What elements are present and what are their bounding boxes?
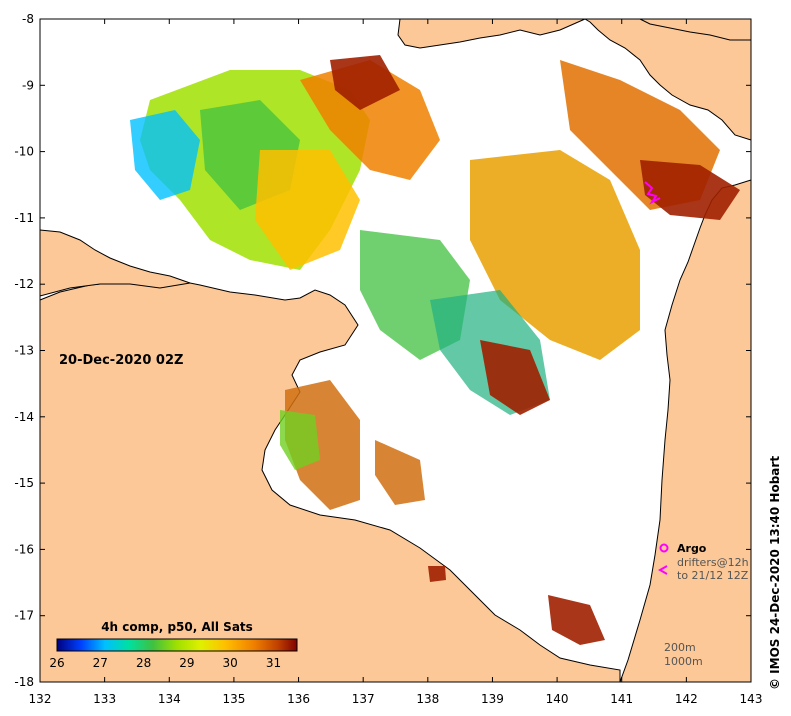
- argo-marker-icon: [659, 543, 669, 553]
- land-north-coast: [39, 229, 191, 297]
- sst-patch-small-south: [428, 566, 446, 582]
- y-tick-label: -15: [14, 476, 34, 490]
- y-tick-label: -14: [14, 410, 34, 424]
- colorbar-title: 4h comp, p50, All Sats: [101, 620, 253, 634]
- y-tick-label: -16: [14, 542, 34, 556]
- legend-drifters-line2: to 21/12 12Z: [677, 569, 749, 582]
- colorbar-gradient: [56, 638, 298, 652]
- y-tick-label: -13: [14, 344, 34, 358]
- sst-patch-central-yellow: [255, 150, 360, 270]
- sst-patch-north-hot: [330, 55, 400, 110]
- x-tick-label: 133: [93, 692, 116, 706]
- drifter-arrow-icon: [657, 565, 668, 575]
- x-tick-label: 142: [675, 692, 698, 706]
- legend-isobath-1000: 1000m: [664, 655, 703, 668]
- drifter-track: [644, 181, 661, 205]
- x-tick-label: 141: [610, 692, 633, 706]
- x-axis-ticks: 132 133 134 135 136 137 138 139 140 141 142 143: [29, 19, 763, 706]
- legend-isobath-200: 200m: [664, 641, 696, 654]
- colorbar-tick-label: 30: [223, 656, 238, 670]
- colorbar-tick-label: 29: [179, 656, 194, 670]
- legend: Argo drifters@12h to 21/12 12Z 200m 1000…: [657, 542, 749, 668]
- credit-label: © IMOS 24-Dec-2020 13:40 Hobart: [768, 456, 782, 690]
- y-tick-label: -9: [22, 78, 34, 92]
- legend-argo: Argo: [677, 542, 707, 555]
- colorbar-tick-label: 27: [93, 656, 108, 670]
- y-tick-label: -18: [14, 675, 34, 689]
- y-tick-label: -11: [14, 211, 34, 225]
- x-tick-label: 140: [546, 692, 569, 706]
- colorbar-tick-label: 28: [136, 656, 151, 670]
- sst-data-layer: [130, 55, 740, 645]
- y-tick-label: -8: [22, 12, 34, 26]
- x-tick-label: 134: [158, 692, 181, 706]
- date-label: 20-Dec-2020 02Z: [59, 353, 183, 368]
- colorbar-tick-label: 26: [49, 656, 64, 670]
- sst-patch-sw: [375, 440, 425, 505]
- sst-patch-nw-cool: [130, 110, 200, 200]
- y-tick-label: -12: [14, 277, 34, 291]
- y-axis-ticks: -8 -9 -10 -11 -12 -13 -14 -15 -16 -17 -18: [14, 12, 751, 689]
- x-tick-label: 139: [481, 692, 504, 706]
- sst-patch-west-coast-green: [280, 410, 320, 470]
- y-tick-label: -17: [14, 609, 34, 623]
- legend-drifters-line1: drifters@12h: [677, 556, 749, 569]
- sst-patch-south-tip: [548, 595, 605, 645]
- colorbar-tick-label: 31: [266, 656, 281, 670]
- y-tick-label: -10: [14, 145, 34, 159]
- x-tick-label: 138: [416, 692, 439, 706]
- x-tick-label: 135: [222, 692, 245, 706]
- sst-patch-west-coast: [285, 380, 360, 510]
- sst-patch-south-hot: [480, 340, 550, 415]
- x-tick-label: 143: [740, 692, 763, 706]
- colorbar-tick-labels: 26 27 28 29 30 31: [49, 656, 281, 670]
- x-tick-label: 136: [287, 692, 310, 706]
- x-tick-label: 132: [29, 692, 52, 706]
- sst-patch-ne-hot: [640, 160, 740, 220]
- x-tick-label: 137: [352, 692, 375, 706]
- colorbar: 4h comp, p50, All Sats 26 27 28 29 30 31: [49, 620, 298, 670]
- land-new-guinea: [397, 18, 586, 49]
